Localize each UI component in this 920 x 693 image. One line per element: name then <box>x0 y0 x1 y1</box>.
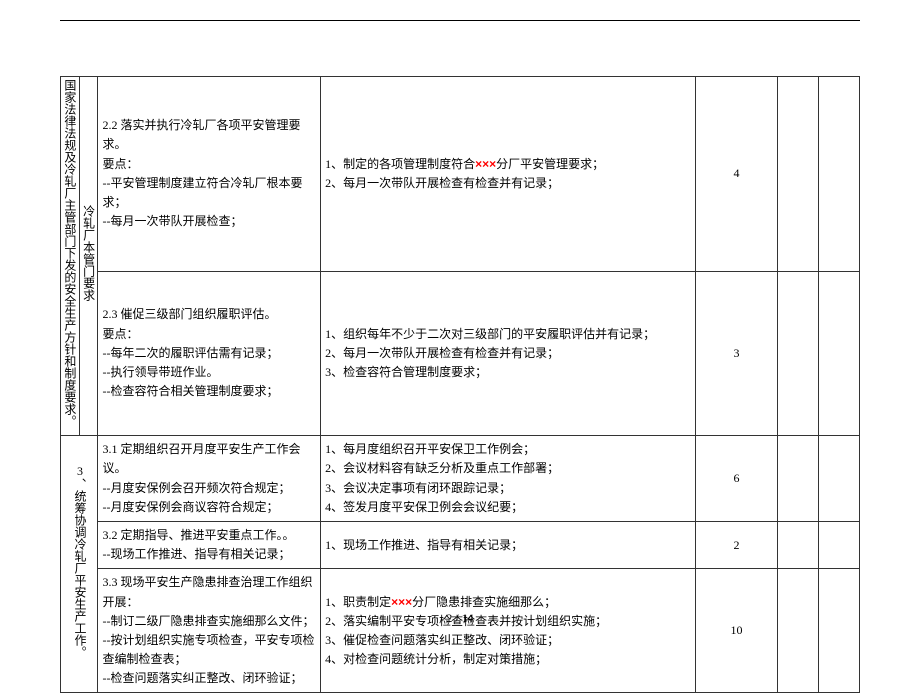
empty-cell <box>818 271 859 436</box>
content-cell: 3.1 定期组织召开月度平安生产工作会议。 --月度安保例会召开频次符合规定； … <box>98 436 321 522</box>
score-cell: 2 <box>695 521 777 568</box>
empty-cell <box>818 77 859 272</box>
content-cell: 2.2 落实并执行冷轧厂各项平安管理要求。 要点： --平安管理制度建立符合冷轧… <box>98 77 321 272</box>
content-cell: 3.2 定期指导、推进平安重点工作。。 --现场工作推进、指导有相关记录； <box>98 521 321 568</box>
score-cell: 3 <box>695 271 777 436</box>
assessment-table: 国家法律法规及冷轧厂主管部门下发的安全生产方针和制度要求。 冷轧厂本管门要求 2… <box>60 76 860 693</box>
empty-cell <box>777 77 818 272</box>
table-row: 3、统筹协调冷轧厂平安生产工作。 3.1 定期组织召开月度平安生产工作会议。 -… <box>61 436 860 522</box>
table-row: 3.3 现场平安生产隐患排查治理工作组织开展： --制订二级厂隐患排查实施细那么… <box>61 569 860 693</box>
category-cell-2: 冷轧厂本管门要求 <box>79 77 98 436</box>
content-cell: 3.3 现场平安生产隐患排查治理工作组织开展： --制订二级厂隐患排查实施细那么… <box>98 569 321 693</box>
page-number: 2 / 14 <box>0 611 920 626</box>
content-cell: 2.3 催促三级部门组织履职评估。 要点： --每年二次的履职评估需有记录； -… <box>98 271 321 436</box>
redacted-mark: ××× <box>475 157 496 171</box>
empty-cell <box>777 436 818 522</box>
category-cell-3: 3、统筹协调冷轧厂平安生产工作。 <box>61 436 98 693</box>
empty-cell <box>777 569 818 693</box>
criteria-cell: 1、制定的各项管理制度符合×××分厂平安管理要求； 2、每月一次带队开展检查有检… <box>321 77 696 272</box>
table-row: 2.3 催促三级部门组织履职评估。 要点： --每年二次的履职评估需有记录； -… <box>61 271 860 436</box>
criteria-cell: 1、现场工作推进、指导有相关记录； <box>321 521 696 568</box>
header-divider <box>60 20 860 21</box>
redacted-mark: ××× <box>391 595 412 609</box>
empty-cell <box>777 271 818 436</box>
category-cell-1: 国家法律法规及冷轧厂主管部门下发的安全生产方针和制度要求。 <box>61 77 80 436</box>
table-row: 国家法律法规及冷轧厂主管部门下发的安全生产方针和制度要求。 冷轧厂本管门要求 2… <box>61 77 860 272</box>
empty-cell <box>818 521 859 568</box>
empty-cell <box>777 521 818 568</box>
score-cell: 6 <box>695 436 777 522</box>
table-row: 3.2 定期指导、推进平安重点工作。。 --现场工作推进、指导有相关记录； 1、… <box>61 521 860 568</box>
empty-cell <box>818 436 859 522</box>
score-cell: 4 <box>695 77 777 272</box>
criteria-cell: 1、每月度组织召开平安保卫工作例会； 2、会议材料容有缺乏分析及重点工作部署； … <box>321 436 696 522</box>
criteria-cell: 1、职责制定×××分厂隐患排查实施细那么； 2、落实编制平安专项检查检查表并按计… <box>321 569 696 693</box>
criteria-cell: 1、组织每年不少于二次对三级部门的平安履职评估并有记录； 2、每月一次带队开展检… <box>321 271 696 436</box>
score-cell: 10 <box>695 569 777 693</box>
empty-cell <box>818 569 859 693</box>
